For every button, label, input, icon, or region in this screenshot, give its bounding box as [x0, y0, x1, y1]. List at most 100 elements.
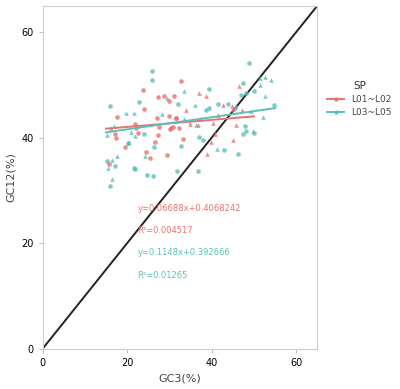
Point: [250, 130, 257, 136]
Point: [131, 165, 138, 171]
Legend: L01~L02, L03~L05: L01~L02, L03~L05: [325, 79, 394, 119]
Point: [215, 112, 221, 118]
Point: [238, 91, 244, 98]
Point: [243, 128, 249, 134]
Point: [242, 123, 248, 129]
Point: [114, 152, 120, 159]
Point: [164, 95, 170, 102]
X-axis label: GC3(%): GC3(%): [159, 373, 201, 384]
Point: [196, 134, 202, 140]
Point: [220, 102, 226, 109]
Point: [193, 121, 199, 128]
Point: [200, 137, 206, 143]
Point: [104, 158, 110, 164]
Point: [230, 106, 236, 112]
Point: [215, 100, 222, 107]
Point: [143, 149, 149, 155]
Point: [256, 75, 263, 82]
Point: [203, 93, 210, 100]
Point: [121, 144, 128, 150]
Point: [178, 143, 184, 149]
Point: [146, 155, 153, 161]
Point: [135, 130, 141, 136]
Point: [173, 115, 179, 121]
Point: [196, 90, 202, 96]
Point: [172, 116, 179, 122]
Point: [179, 136, 186, 142]
Point: [132, 133, 138, 139]
Point: [149, 68, 155, 74]
Point: [262, 93, 268, 100]
Point: [176, 125, 182, 131]
Point: [150, 144, 157, 150]
Point: [128, 129, 134, 135]
Point: [171, 93, 178, 100]
Point: [174, 167, 180, 173]
Point: [144, 172, 150, 179]
Point: [233, 103, 240, 110]
Point: [248, 108, 254, 114]
Point: [164, 152, 170, 158]
Point: [150, 173, 156, 179]
Point: [131, 110, 137, 116]
Point: [206, 86, 212, 92]
Point: [154, 132, 161, 138]
Point: [246, 60, 252, 66]
Point: [112, 163, 118, 170]
Point: [175, 102, 182, 108]
Point: [240, 80, 246, 86]
Point: [136, 98, 142, 105]
Point: [166, 98, 172, 105]
Point: [251, 88, 258, 94]
Point: [107, 103, 113, 110]
Point: [108, 124, 114, 131]
Point: [169, 124, 176, 130]
Point: [155, 93, 161, 100]
Point: [183, 107, 189, 113]
Point: [107, 183, 113, 189]
Point: [212, 130, 218, 137]
Point: [186, 121, 193, 127]
Point: [224, 101, 231, 107]
Point: [167, 126, 173, 132]
Text: y=0.1148x+0.392666: y=0.1148x+0.392666: [137, 248, 230, 257]
Text: R²=0.01265: R²=0.01265: [137, 271, 188, 280]
Point: [160, 93, 167, 99]
Text: y=0.06688x+0.4068242: y=0.06688x+0.4068242: [137, 203, 241, 213]
Point: [125, 140, 132, 146]
Point: [168, 125, 174, 131]
Point: [149, 77, 156, 84]
Point: [152, 138, 158, 145]
Point: [109, 157, 115, 163]
Point: [208, 138, 214, 145]
Text: R²=0.004517: R²=0.004517: [137, 226, 193, 235]
Point: [156, 124, 162, 130]
Point: [124, 140, 131, 146]
Point: [166, 113, 172, 119]
Point: [257, 82, 263, 89]
Point: [126, 138, 132, 145]
Point: [154, 115, 160, 121]
Point: [235, 151, 242, 157]
Point: [206, 105, 212, 111]
Point: [114, 114, 120, 121]
Point: [271, 102, 277, 108]
Point: [131, 121, 138, 128]
Point: [141, 131, 147, 137]
Point: [235, 83, 242, 89]
Point: [110, 123, 117, 129]
Point: [131, 166, 138, 172]
Point: [221, 147, 227, 154]
Point: [140, 87, 147, 93]
Point: [113, 135, 119, 141]
Point: [198, 116, 204, 122]
Point: [132, 125, 139, 131]
Point: [106, 161, 113, 167]
Point: [233, 121, 239, 128]
Point: [249, 128, 256, 134]
Point: [142, 153, 148, 159]
Point: [141, 106, 148, 112]
Point: [260, 114, 266, 120]
Y-axis label: GC12(%): GC12(%): [6, 152, 16, 202]
Point: [180, 88, 187, 94]
